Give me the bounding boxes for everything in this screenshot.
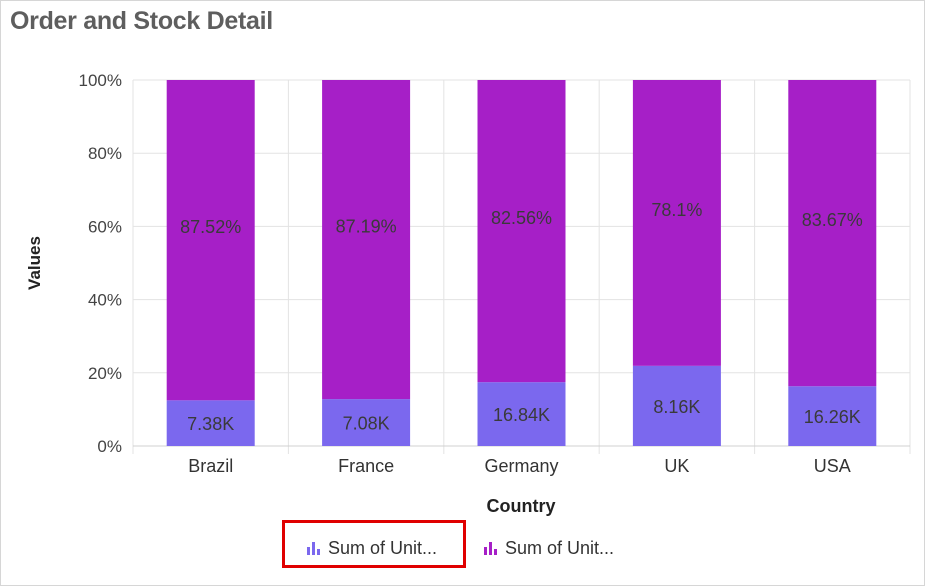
x-tick-label: USA bbox=[814, 456, 851, 476]
bar-germany-series-1 bbox=[477, 382, 566, 446]
chart-title: Order and Stock Detail bbox=[10, 7, 273, 35]
bar-brazil-series-1 bbox=[166, 400, 255, 446]
bar-usa-series-1 bbox=[788, 386, 877, 446]
bar-brazil-series-2 bbox=[166, 80, 255, 401]
legend-item-series-2[interactable]: Sum of Unit... bbox=[483, 531, 614, 565]
x-tick-label: Brazil bbox=[188, 456, 233, 476]
y-tick-label: 80% bbox=[88, 144, 122, 163]
data-label: 7.38K bbox=[187, 414, 234, 434]
legend-label: Sum of Unit... bbox=[505, 537, 615, 558]
y-tick-label: 100% bbox=[79, 71, 122, 90]
y-tick-labels: 0% 20% 40% 60% 80% 100% bbox=[79, 71, 122, 456]
bars bbox=[166, 80, 877, 446]
legend: Sum of Unit... Sum of Unit... bbox=[1, 520, 925, 568]
bar-france-series-2 bbox=[322, 80, 411, 400]
bar-chart-icon bbox=[307, 542, 320, 555]
data-label: 8.16K bbox=[653, 397, 700, 417]
x-tick-label: UK bbox=[664, 456, 689, 476]
data-label: 82.56% bbox=[491, 208, 552, 228]
bar-uk-series-2 bbox=[632, 80, 721, 366]
data-label: 78.1% bbox=[651, 200, 702, 220]
y-tick-label: 20% bbox=[88, 364, 122, 383]
x-tick-label: Germany bbox=[484, 456, 558, 476]
bar-france-series-1 bbox=[322, 399, 411, 446]
data-label: 7.08K bbox=[343, 414, 390, 434]
data-label: 16.84K bbox=[493, 405, 550, 425]
bar-uk-series-1 bbox=[632, 365, 721, 446]
data-label: 87.19% bbox=[336, 217, 397, 237]
y-axis-title: Values bbox=[25, 236, 44, 290]
data-label: 83.67% bbox=[802, 210, 863, 230]
bar-germany-series-2 bbox=[477, 80, 566, 383]
chart-plot: 0% 20% 40% 60% 80% 100% 7.38K 87.52% 7.08K 87.19… bbox=[25, 71, 911, 516]
data-labels: 7.38K 87.52% 7.08K 87.19% 16.84K 82.56% 8.16K 7… bbox=[180, 200, 863, 434]
legend-label: Sum of Unit... bbox=[328, 537, 438, 558]
x-tick-label: France bbox=[338, 456, 394, 476]
legend-item-series-1[interactable]: Sum of Unit... bbox=[306, 531, 437, 565]
y-tick-label: 60% bbox=[88, 217, 122, 236]
bar-usa-series-2 bbox=[788, 80, 877, 387]
data-label: 16.26K bbox=[804, 407, 861, 427]
y-tick-label: 40% bbox=[88, 291, 122, 310]
y-tick-label: 0% bbox=[97, 437, 122, 456]
x-axis-title: Country bbox=[487, 496, 556, 516]
data-label: 87.52% bbox=[180, 217, 241, 237]
x-tick-labels: Brazil France Germany UK USA bbox=[188, 456, 851, 476]
bar-chart-icon bbox=[484, 542, 497, 555]
